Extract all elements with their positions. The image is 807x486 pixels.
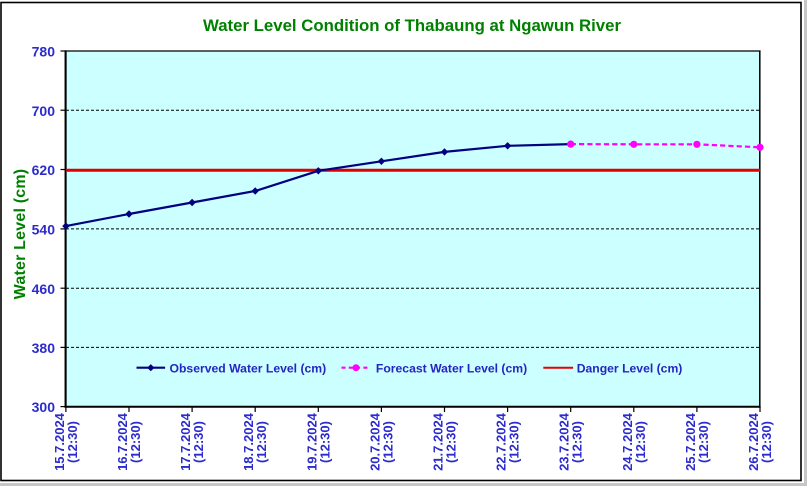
svg-text:540: 540 xyxy=(32,222,56,238)
svg-text:620: 620 xyxy=(32,162,56,178)
svg-text:Forecast Water Level (cm): Forecast Water Level (cm) xyxy=(376,361,527,375)
svg-text:460: 460 xyxy=(32,281,56,297)
svg-text:23.7.2024(12:30): 23.7.2024(12:30) xyxy=(557,412,585,471)
svg-text:300: 300 xyxy=(32,399,56,415)
svg-text:16.7.2024(12:30): 16.7.2024(12:30) xyxy=(115,412,143,471)
svg-text:18.7.2024(12:30): 18.7.2024(12:30) xyxy=(241,412,269,471)
svg-text:Water Level (cm): Water Level (cm) xyxy=(12,169,29,300)
svg-text:22.7.2024(12:30): 22.7.2024(12:30) xyxy=(494,412,522,471)
svg-text:15.7.2024(12:30): 15.7.2024(12:30) xyxy=(52,412,80,471)
svg-text:26.7.2024(12:30): 26.7.2024(12:30) xyxy=(746,412,774,471)
svg-text:20.7.2024(12:30): 20.7.2024(12:30) xyxy=(367,412,395,471)
svg-text:24.7.2024(12:30): 24.7.2024(12:30) xyxy=(620,412,648,471)
svg-text:700: 700 xyxy=(32,103,56,119)
svg-text:25.7.2024(12:30): 25.7.2024(12:30) xyxy=(683,412,711,471)
svg-text:780: 780 xyxy=(32,44,56,60)
svg-text:17.7.2024(12:30): 17.7.2024(12:30) xyxy=(178,412,206,471)
svg-text:19.7.2024(12:30): 19.7.2024(12:30) xyxy=(304,412,332,471)
svg-text:Water Level Condition of Thaba: Water Level Condition of Thabaung at Nga… xyxy=(203,16,621,35)
svg-text:Danger Level (cm): Danger Level (cm) xyxy=(577,361,683,375)
svg-text:380: 380 xyxy=(32,340,56,356)
svg-text:Observed Water Level (cm): Observed Water Level (cm) xyxy=(170,361,327,375)
svg-text:21.7.2024(12:30): 21.7.2024(12:30) xyxy=(431,412,459,471)
